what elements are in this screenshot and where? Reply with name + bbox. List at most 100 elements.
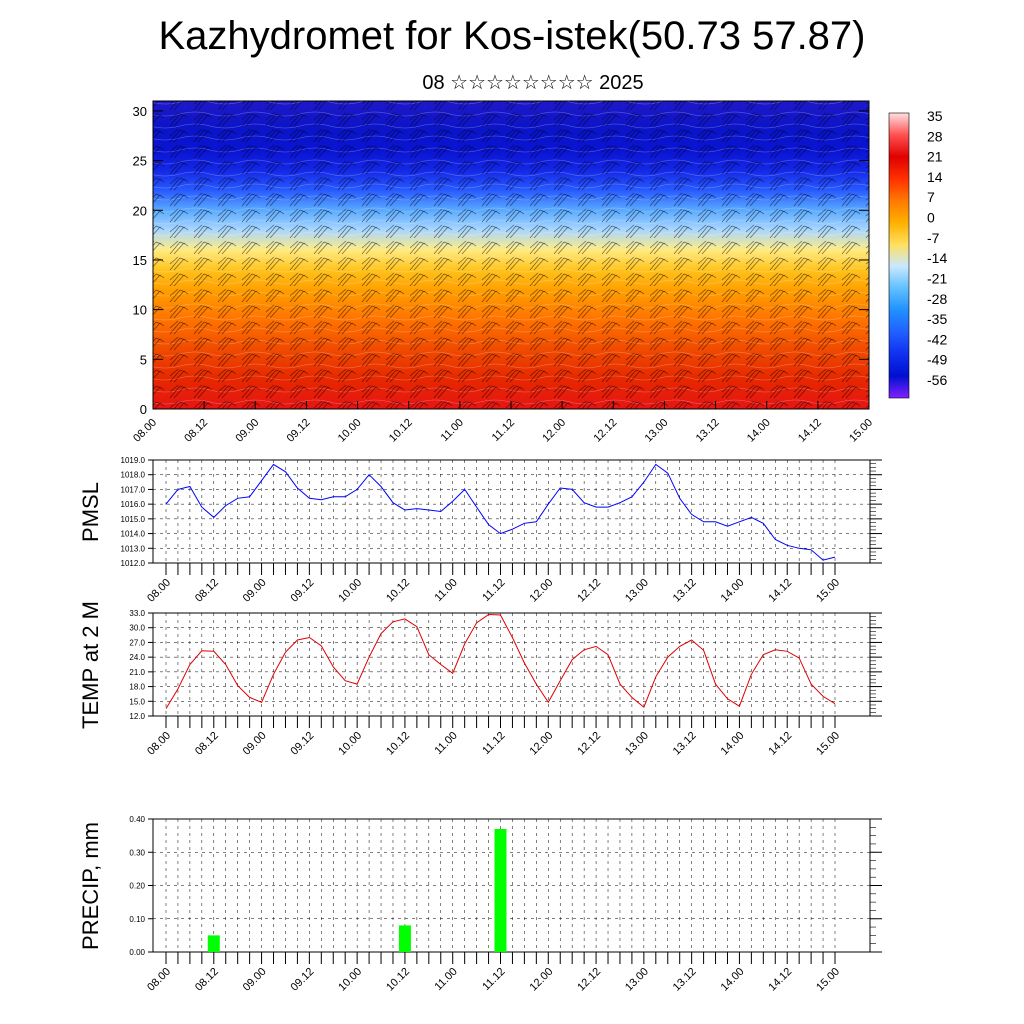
colorbar-labels: 35 28 21 14 7 0 -7 -14 -21 -28 -35 -42 -49 -56 (927, 108, 947, 388)
x-tick-label: 12.12 (575, 730, 603, 758)
y-tick-label: 30.0 (129, 624, 145, 633)
x-tick-label: 15.00 (814, 966, 842, 994)
pmsl-line (165, 463, 836, 561)
x-tick-label: 11.12 (480, 730, 507, 757)
y-tick-label: 21.0 (129, 668, 145, 677)
y-tick-label: 0.00 (129, 948, 145, 957)
x-tick-label: 09.12 (289, 577, 317, 605)
x-tick-label: 13.00 (623, 730, 651, 758)
heatmap-x-tick-label: 12.00 (540, 417, 568, 445)
x-tick-label: 14.00 (719, 730, 747, 758)
heatmap-y-tick-label: 30 (133, 104, 147, 119)
colorbar-label: -28 (927, 291, 947, 307)
y-tick-label: 1014.0 (121, 530, 146, 539)
x-tick-label: 14.12 (766, 577, 794, 605)
y-axis-title: PMSL (78, 482, 103, 542)
heatmap-x-tick-label: 15.00 (847, 417, 875, 445)
colorbar-label: 14 (927, 169, 943, 185)
y-tick-label: 1017.0 (121, 485, 146, 494)
colorbar-label: -49 (927, 352, 947, 368)
y-tick-label: 33.0 (129, 609, 145, 618)
heatmap-x-tick-label: 08.12 (182, 417, 210, 445)
colorbar-label: 7 (927, 189, 935, 205)
y-tick-label: 0.40 (129, 815, 145, 824)
colorbar-label: -35 (927, 311, 947, 327)
x-tick-label: 13.12 (671, 730, 699, 758)
x-tick-label: 12.00 (527, 966, 555, 994)
heatmap-x-tick-label: 10.00 (336, 417, 364, 445)
x-tick-label: 10.12 (384, 577, 412, 605)
precip-bar (494, 828, 507, 952)
heatmap-x-tick-label: 08.00 (131, 417, 159, 445)
temperature-panel: 33.0 30.0 27.0 24.0 21.0 18.0 15.0 12.008.00 08.… (78, 601, 882, 758)
x-tick-label: 10.00 (336, 730, 364, 758)
wind-barbs (153, 101, 869, 409)
colorbar-fill (888, 112, 910, 399)
heatmap-x-tick-label: 13.12 (694, 417, 722, 445)
chart-title: Kazhydromet for Kos-istek(50.73 57.87) (158, 14, 866, 58)
heatmap-x-tick-label: 10.12 (387, 417, 415, 445)
temperature-line (165, 613, 836, 709)
y-tick-label: 1019.0 (121, 456, 146, 465)
wind-temperature-cross-section: 0 5 10 15 20 25 30 08.00 08.12 09.00 09.12 10.00 10… (131, 100, 875, 445)
x-tick-label: 13.12 (671, 966, 699, 994)
x-tick-label: 09.00 (241, 577, 269, 605)
heatmap-x-tick-label: 09.00 (233, 417, 261, 445)
heatmap-y-tick-label: 15 (133, 253, 147, 268)
x-tick-label: 15.00 (814, 730, 842, 758)
y-tick-label: 1012.0 (121, 559, 146, 568)
y-tick-label: 27.0 (129, 638, 145, 647)
heatmap-y-tick-label: 5 (140, 352, 147, 367)
colorbar-label: 21 (927, 149, 943, 165)
x-tick-label: 08.00 (145, 577, 173, 605)
x-tick-label: 10.00 (336, 966, 364, 994)
y-axis-title: PRECIP, mm (78, 822, 103, 950)
colorbar-label: 35 (927, 108, 943, 124)
y-axis-title: TEMP at 2 M (78, 601, 103, 729)
x-tick-label: 08.00 (145, 966, 173, 994)
x-tick-label: 11.12 (480, 966, 507, 993)
heatmap-y-tick-label: 20 (133, 203, 147, 218)
colorbar-label: -7 (927, 230, 940, 246)
colorbar-label: 28 (927, 128, 943, 144)
pmsl-panel: 1019.0 1018.0 1017.0 1016.0 1015.0 1014.0 1013… (78, 456, 882, 605)
x-tick-label: 10.12 (384, 730, 412, 758)
x-tick-label: 11.12 (480, 577, 507, 604)
x-tick-label: 13.00 (623, 577, 651, 605)
colorbar-label: -42 (927, 331, 947, 347)
x-tick-label: 09.12 (289, 730, 317, 758)
x-tick-label: 13.12 (671, 577, 699, 605)
heatmap-x-tick-label: 12.12 (591, 417, 619, 445)
heatmap-x-tick-label: 09.12 (285, 417, 313, 445)
x-tick-label: 09.00 (241, 730, 269, 758)
heatmap-y-tick-label: 10 (133, 303, 147, 318)
heatmap-x-tick-label: 11.12 (490, 417, 517, 444)
colorbar-label: 0 (927, 210, 935, 226)
colorbar-label: -56 (927, 372, 947, 388)
x-tick-label: 09.00 (241, 966, 269, 994)
x-tick-label: 14.12 (766, 966, 794, 994)
y-tick-label: 1013.0 (121, 544, 146, 553)
precip-bar (398, 925, 411, 952)
y-tick-label: 24.0 (129, 653, 145, 662)
x-tick-label: 12.12 (575, 966, 603, 994)
heatmap-x-tick-label: 14.12 (796, 417, 824, 445)
chart-subtitle: 08 ☆☆☆☆☆☆☆☆ 2025 (422, 72, 644, 94)
y-tick-label: 12.0 (129, 712, 145, 721)
colorbar-label: -14 (927, 250, 947, 266)
y-tick-label: 1015.0 (121, 515, 146, 524)
x-tick-label: 14.12 (766, 730, 794, 758)
y-tick-label: 15.0 (129, 697, 145, 706)
heatmap-y-axis: 0 5 10 15 20 25 30 (133, 104, 869, 417)
x-tick-label: 11.00 (432, 577, 459, 604)
x-tick-label: 11.00 (432, 966, 459, 993)
x-tick-label: 08.00 (145, 730, 173, 758)
x-tick-label: 12.00 (527, 730, 555, 758)
heatmap-y-tick-label: 0 (140, 402, 147, 417)
x-tick-label: 11.00 (432, 730, 459, 757)
heatmap-x-tick-label: 11.00 (439, 417, 466, 444)
panel-frame (152, 612, 871, 717)
heatmap-x-tick-label: 13.00 (643, 417, 671, 445)
